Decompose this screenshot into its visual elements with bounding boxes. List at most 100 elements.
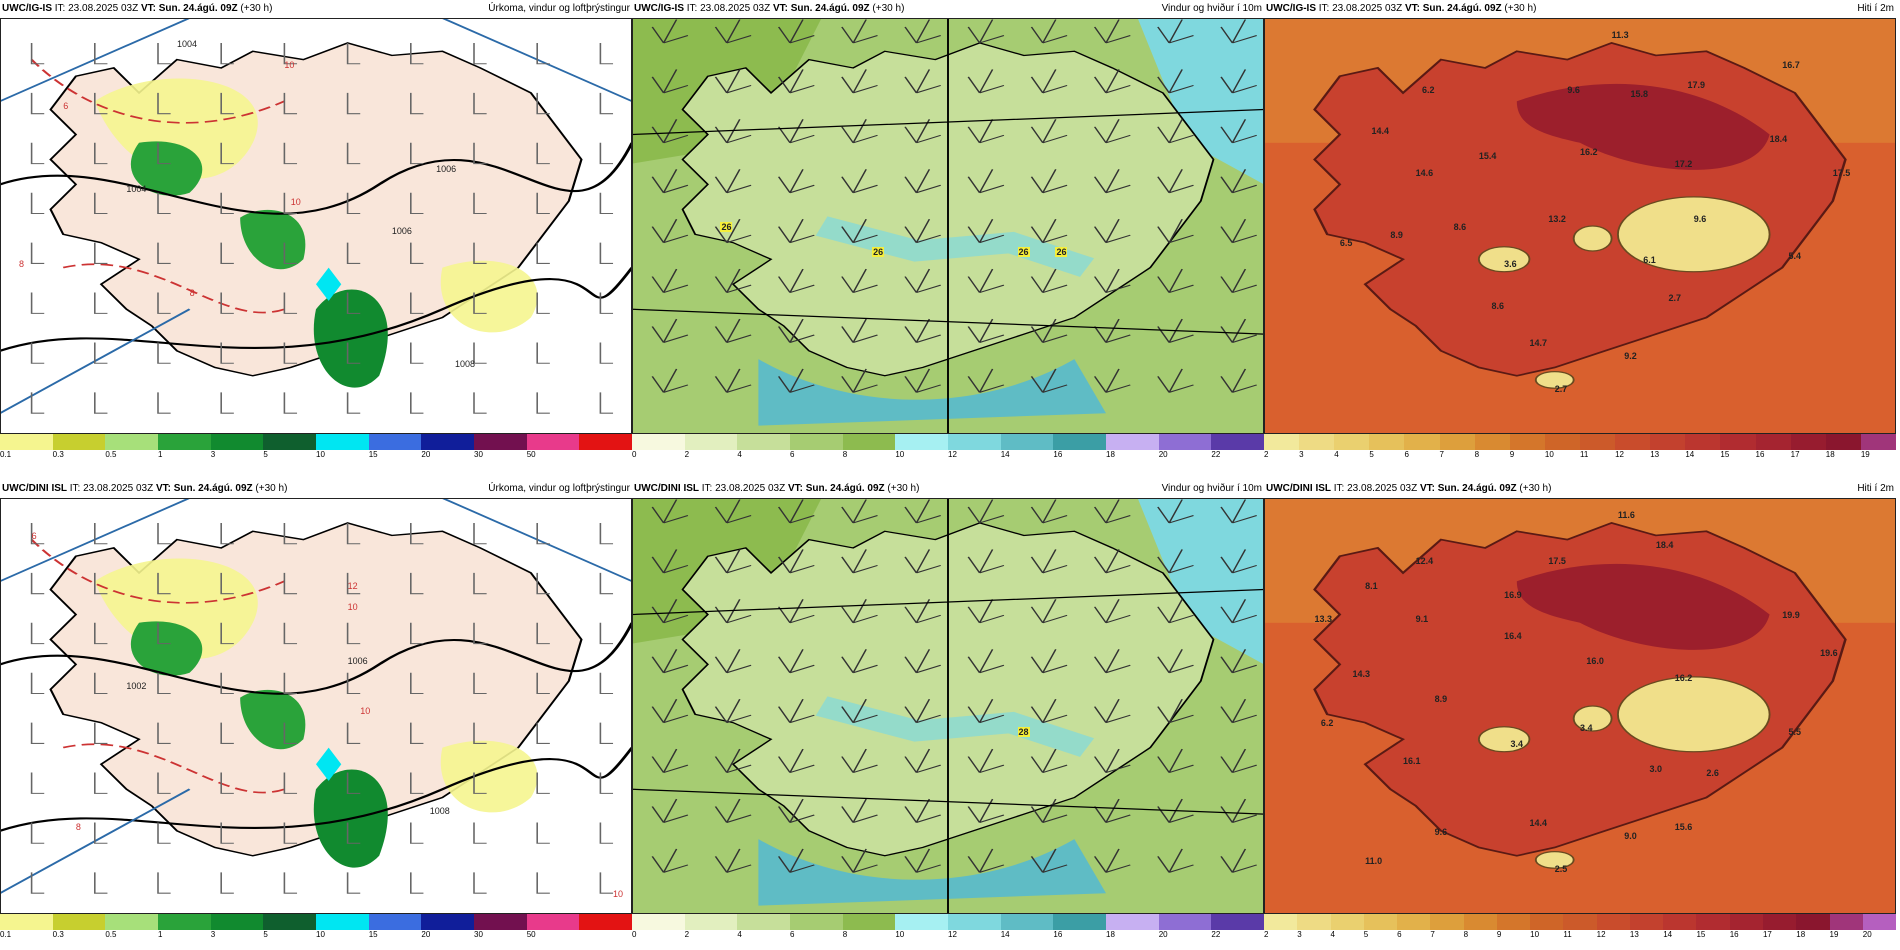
forecast-map[interactable]: 11.6 12.4 17.5 18.4 8.1 16.9 13.3 9.1 16.4 19.9 16… [1264,498,1896,914]
color-scale-tick: 4 [737,450,742,459]
forecast-offset: (+30 h) [884,482,920,494]
forecast-map[interactable]: 26 26 26 26 [632,18,1264,434]
color-scale-tick: 3 [210,930,216,939]
color-scale-tick: 4 [1330,930,1335,939]
forecast-map[interactable]: 1004 1004 1006 1006 1008 10 10 8 8 6 [0,18,632,434]
color-scale-tick: 2 [1264,930,1269,939]
color-scale-swatch [263,434,317,450]
color-scale-tick: 22 [1211,450,1221,459]
color-scale-swatch [1509,434,1545,450]
color-scale-swatch [1264,434,1300,450]
init-time: IT: 23.08.2025 03Z [684,2,773,14]
map-value-label: 12 [347,581,358,592]
color-scale-swatch [1439,434,1475,450]
color-scale-tick: 18 [1825,450,1835,459]
color-scale-tick: 6 [1397,930,1402,939]
map-value-label: 6.2 [1320,718,1334,729]
color-scale [0,434,633,450]
map-value-label: 13.3 [1314,614,1333,625]
color-scale-swatch [1862,914,1897,930]
map-value-label: 15.4 [1478,151,1497,162]
panel-p6: UWC/DINI ISL IT: 23.08.2025 03Z VT: Sun.… [1264,480,1897,942]
init-time: IT: 23.08.2025 03Z [52,2,141,14]
color-scale-tick: 2 [684,450,690,459]
panel-header: UWC/DINI ISL IT: 23.08.2025 03Z VT: Sun.… [632,480,1264,496]
color-scale-swatch [790,434,843,450]
color-scale-tick: 6 [1404,450,1409,459]
color-scale-tick: 18 [1796,930,1806,939]
panel-title: Vindur og hviður í 10m [1161,2,1262,14]
color-scale-swatch [1000,434,1054,450]
color-scale-swatch [1663,914,1697,930]
map-value-label: 11.6 [1617,510,1635,521]
valid-time: VT: Sun. 24.ágú. 09Z [1404,2,1502,14]
panel-header: UWC/DINI ISL IT: 23.08.2025 03Z VT: Sun.… [1264,480,1896,496]
map-value-label: 15.8 [1630,88,1649,99]
map-value-label: 16.1 [1403,755,1421,766]
color-scale-swatch [1825,434,1861,450]
valid-time: VT: Sun. 24.ágú. 09Z [772,2,870,14]
color-scale-tick: 14 [1000,930,1010,939]
forecast-offset: (+30 h) [1516,482,1552,494]
color-scale-swatch [1563,914,1597,930]
forecast-map[interactable]: 1002 1006 1008 12 10 10 8 6 10 [0,498,632,914]
color-scale [1264,434,1896,450]
map-value-label: 11.3 [1611,30,1629,41]
color-scale-swatch [842,434,896,450]
panel-p4: UWC/DINI ISL IT: 23.08.2025 03Z VT: Sun.… [0,480,633,942]
color-scale-swatch [52,914,106,930]
color-scale-swatch [263,914,317,930]
panel-meta: UWC/DINI ISL IT: 23.08.2025 03Z VT: Sun.… [1266,483,1551,494]
color-scale-tick: 3 [1297,930,1302,939]
color-scale-swatch [1796,914,1830,930]
map-value-label: 17.5 [1832,167,1851,178]
map-value-label: 10 [613,889,624,900]
color-scale-tick: 13 [1629,930,1639,939]
color-scale-tick: 10 [1544,450,1554,459]
color-scale-tick: 20 [1158,930,1168,939]
map-value-label: 8.9 [1434,693,1448,704]
color-scale-tick: 6 [790,930,795,939]
color-scale-tick: 12 [1615,450,1624,459]
map-value-label: 8.1 [1365,581,1378,592]
color-scale-tick [579,930,632,942]
color-scale-tick: 9 [1496,930,1502,939]
color-scale-swatch [1463,914,1497,930]
color-scale-tick: 5 [263,930,268,939]
color-scale-swatch [1650,434,1686,450]
map-value-label: 5.4 [1788,250,1802,261]
panel-header: UWC/IG-IS IT: 23.08.2025 03Z VT: Sun. 24… [0,0,632,16]
color-scale-tick: 12 [1596,930,1606,939]
forecast-map[interactable]: 28 [632,498,1264,914]
color-scale-swatch [210,434,264,450]
color-scale-tick: 9 [1509,450,1515,459]
map-value-label: 9.1 [1415,614,1429,625]
color-scale-swatch [1334,434,1370,450]
map-value-label: 16.2 [1580,146,1598,157]
color-scale-tick: 0 [632,930,637,939]
color-scale-tick: 0.1 [0,930,12,939]
init-time: IT: 23.08.2025 03Z [699,482,788,494]
forecast-offset: (+30 h) [1501,2,1537,14]
map-value-label: 3.4 [1580,722,1593,733]
map-value-label: 8 [75,822,81,833]
color-scale-swatch [1000,914,1054,930]
color-scale-tick: 2 [684,930,690,939]
color-scale-tick: 0 [632,450,637,459]
color-scale-swatch [1404,434,1440,450]
color-scale-swatch [1762,914,1797,930]
map-value-label: 10 [290,196,301,207]
map-value-label: 19.6 [1820,647,1838,658]
color-scale-tick: 1 [158,930,163,939]
color-scale-swatch [1496,914,1531,930]
color-scale-tick: 3 [1299,450,1304,459]
color-scale-swatch [1363,914,1398,930]
color-scale-swatch [158,434,211,450]
color-scale-tick: 5 [263,450,268,459]
map-value-label: 6 [63,101,69,112]
color-scale-swatch [1530,914,1564,930]
color-scale-tick: 12 [948,450,957,459]
color-scale-swatch [421,434,475,450]
forecast-map[interactable]: 11.3 6.2 9.6 15.8 17.9 16.7 14.4 15.4 16.2 17.2 18… [1264,18,1896,434]
color-scale-swatch [526,914,580,930]
